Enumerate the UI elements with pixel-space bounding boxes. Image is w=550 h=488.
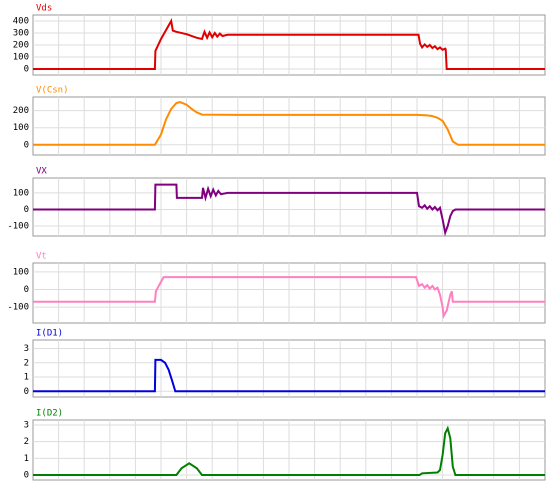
- panel-title: VX: [36, 167, 47, 177]
- waveform: [33, 425, 545, 476]
- panel-title: V(Csn): [36, 86, 69, 96]
- y-tick-label: 0: [24, 471, 29, 481]
- y-tick-label: 0: [24, 65, 29, 75]
- y-tick-label: 200: [13, 41, 29, 51]
- y-tick-label: 200: [13, 106, 29, 116]
- waveform: [33, 276, 545, 319]
- y-tick-label: 3: [24, 421, 29, 431]
- y-tick-label: 100: [13, 123, 29, 133]
- waveform: [33, 101, 545, 146]
- panel-title: Vds: [36, 4, 52, 14]
- waveform: [33, 183, 545, 237]
- y-tick-label: 0: [24, 387, 29, 397]
- panel-title: I(D2): [36, 409, 63, 419]
- y-tick-label: 1: [24, 454, 29, 464]
- y-tick-label: 3: [24, 344, 29, 354]
- y-tick-label: 300: [13, 29, 29, 39]
- y-tick-label: -100: [7, 222, 29, 232]
- y-tick-label: 0: [24, 285, 29, 295]
- y-tick-label: -100: [7, 303, 29, 313]
- panel-title: I(D1): [36, 329, 63, 339]
- y-tick-label: 400: [13, 17, 29, 27]
- y-tick-label: 100: [13, 267, 29, 277]
- y-tick-label: 1: [24, 373, 29, 383]
- y-tick-label: 100: [13, 188, 29, 198]
- waveform: [33, 18, 545, 70]
- y-tick-label: 100: [13, 53, 29, 63]
- y-tick-label: 0: [24, 140, 29, 150]
- waveform: [33, 358, 545, 393]
- y-tick-label: 2: [24, 437, 29, 447]
- y-tick-label: 0: [24, 205, 29, 215]
- panel-title: Vt: [36, 252, 47, 262]
- y-tick-label: 2: [24, 358, 29, 368]
